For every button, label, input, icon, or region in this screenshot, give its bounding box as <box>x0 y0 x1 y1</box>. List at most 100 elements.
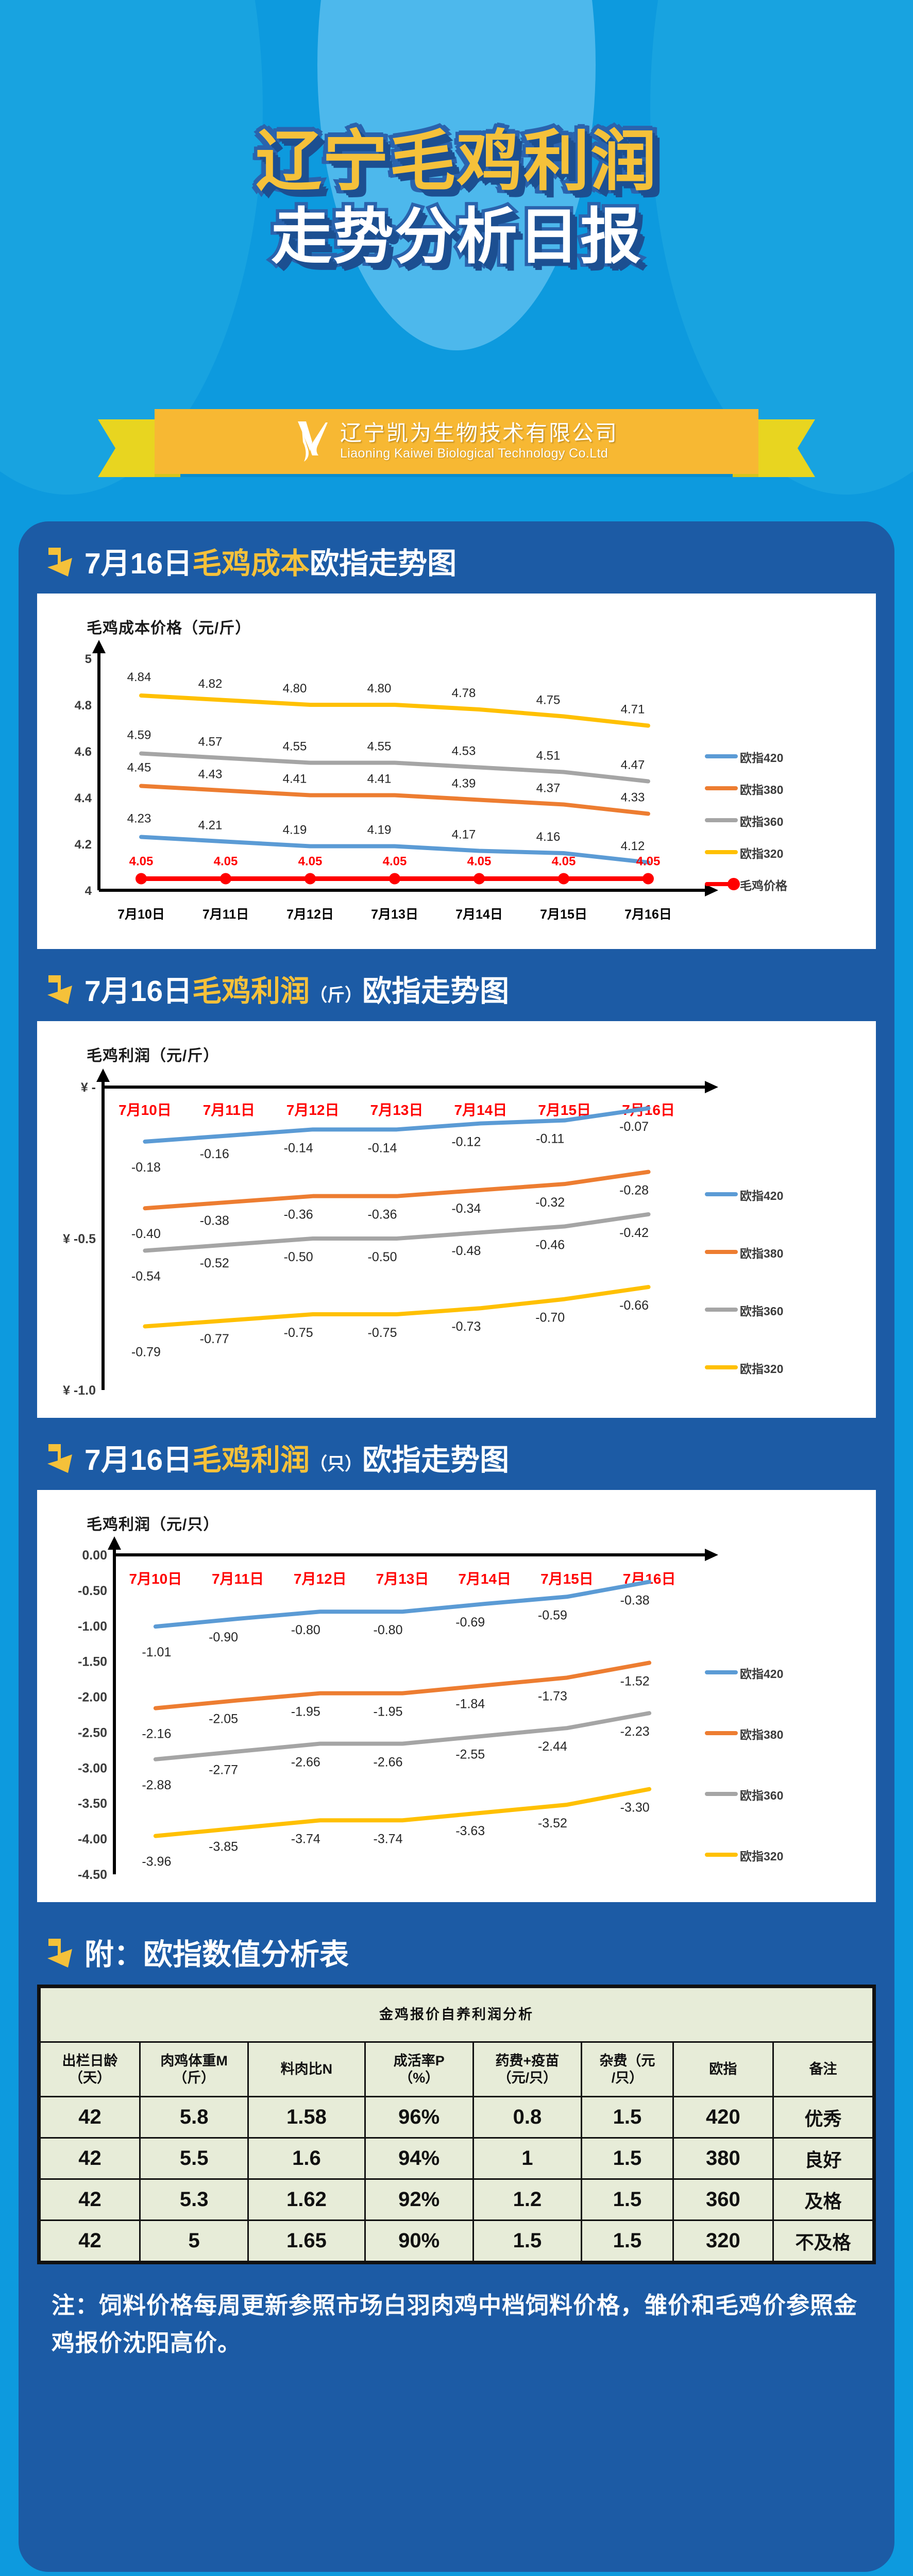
svg-text:4.55: 4.55 <box>283 740 307 754</box>
svg-text:-0.48: -0.48 <box>451 1244 481 1258</box>
table-cell-r1-c1: 5.5 <box>139 2137 249 2180</box>
chart3-plot: 0.00 -0.50 -1.00 -1.50 -2.00 -2.50 -3.00 -3.50 -… <box>37 1534 876 1905</box>
svg-text:4.05: 4.05 <box>552 855 576 869</box>
sec1-tail: 欧指走势图 <box>310 547 457 580</box>
table-header-cell-5: 杂费（元/只） <box>581 2041 674 2097</box>
chart-card-cost: 毛鸡成本价格（元/斤） 5 4.8 4.6 4.4 4.2 4 7月10日 7月11日 7月12… <box>37 594 876 949</box>
chart3-caption: 毛鸡利润（元/只） <box>87 1516 219 1533</box>
svg-text:-0.11: -0.11 <box>536 1132 564 1146</box>
svg-text:欧指380: 欧指380 <box>740 1728 783 1741</box>
table-cell-r2-c2: 1.62 <box>247 2178 366 2221</box>
svg-text:4.6: 4.6 <box>75 745 92 759</box>
svg-text:7月15日: 7月15日 <box>540 1571 594 1587</box>
svg-text:7月14日: 7月14日 <box>455 907 503 922</box>
svg-text:5: 5 <box>85 652 92 666</box>
section-header-cost: 7月16日毛鸡成本欧指走势图 <box>19 521 894 594</box>
svg-text:7月16日: 7月16日 <box>624 907 672 922</box>
sec1-highlight: 毛鸡成本 <box>192 547 310 580</box>
svg-text:-2.05: -2.05 <box>209 1711 238 1726</box>
svg-text:-3.74: -3.74 <box>291 1832 320 1846</box>
chart1-plot: 5 4.8 4.6 4.4 4.2 4 7月10日 7月11日 7月12日 7月13日 7月14日 7… <box>37 638 876 947</box>
main-panel: 7月16日毛鸡成本欧指走势图 毛鸡成本价格（元/斤） 5 4.8 4.6 4.4 4.2… <box>19 521 894 2572</box>
table-cell-r3-c1: 5 <box>139 2219 249 2262</box>
svg-text:4.51: 4.51 <box>536 749 561 763</box>
svg-text:-2.66: -2.66 <box>291 1755 320 1769</box>
svg-text:7月10日: 7月10日 <box>129 1571 182 1587</box>
svg-text:-1.00: -1.00 <box>78 1619 107 1634</box>
table-cell-r1-c4: 1 <box>472 2137 583 2180</box>
svg-text:-0.75: -0.75 <box>284 1326 313 1340</box>
section-header-table: 附：欧指数值分析表 <box>19 1902 894 1985</box>
svg-text:4.84: 4.84 <box>127 670 151 684</box>
svg-text:欧指320: 欧指320 <box>740 847 783 860</box>
svg-text:-0.59: -0.59 <box>538 1608 567 1622</box>
section-header-profit-zhi: 7月16日毛鸡利润（只）欧指走势图 <box>19 1418 894 1490</box>
svg-text:-0.40: -0.40 <box>131 1227 161 1241</box>
svg-text:4.75: 4.75 <box>536 693 561 707</box>
company-name-en: Liaoning Kaiwei Biological Technology Co… <box>340 446 608 461</box>
table-header-cell-4: 药费+疫苗 （元/只） <box>472 2041 583 2097</box>
svg-text:欧指420: 欧指420 <box>740 1667 783 1681</box>
table-title: 金鸡报价自养利润分析 <box>39 1987 874 2043</box>
chart2-plot: ¥ - ¥ -0.5 ¥ -1.0 7月10日 7月11日 7月12日 7月13日 7月14日… <box>37 1065 876 1421</box>
table-cell-r0-c2: 1.58 <box>247 2096 366 2139</box>
table-cell-r0-c7: 优秀 <box>772 2096 874 2139</box>
svg-text:7月15日: 7月15日 <box>540 907 587 922</box>
sec3-tail: 欧指走势图 <box>362 1444 510 1477</box>
table-row: 42 5.3 1.62 92% 1.2 1.5 360 及格 <box>39 2178 874 2221</box>
table-cell-r0-c4: 0.8 <box>472 2096 583 2139</box>
svg-text:-0.28: -0.28 <box>619 1183 649 1198</box>
svg-text:4.53: 4.53 <box>452 744 476 758</box>
svg-text:4.78: 4.78 <box>452 686 476 700</box>
svg-text:-1.52: -1.52 <box>620 1674 650 1688</box>
table-header-cell-6: 欧指 <box>672 2041 774 2097</box>
sec3-sub: （只） <box>310 1454 363 1474</box>
svg-text:4.41: 4.41 <box>283 772 307 786</box>
svg-text:欧指320: 欧指320 <box>740 1850 783 1863</box>
table-cell-r1-c2: 1.6 <box>247 2137 366 2180</box>
svg-text:欧指360: 欧指360 <box>740 815 783 828</box>
svg-text:-4.00: -4.00 <box>78 1832 107 1846</box>
svg-text:-0.38: -0.38 <box>620 1593 650 1607</box>
svg-text:毛鸡价格: 毛鸡价格 <box>740 879 788 892</box>
hero-title-line1: 辽宁毛鸡利润 <box>252 123 660 200</box>
company-ribbon: 辽宁凯为生物技术有限公司 Liaoning Kaiwei Biological … <box>0 397 913 489</box>
svg-text:-0.38: -0.38 <box>200 1213 229 1228</box>
svg-text:-0.80: -0.80 <box>291 1623 320 1637</box>
svg-text:-2.77: -2.77 <box>209 1763 238 1777</box>
svg-text:4.19: 4.19 <box>283 823 307 837</box>
svg-text:-0.73: -0.73 <box>451 1319 481 1334</box>
svg-text:-3.00: -3.00 <box>78 1761 107 1775</box>
svg-text:-0.07: -0.07 <box>619 1120 649 1134</box>
svg-text:欧指360: 欧指360 <box>740 1789 783 1802</box>
svg-text:4: 4 <box>85 884 92 898</box>
table-cell-r3-c4: 1.5 <box>472 2219 583 2262</box>
analysis-table: 金鸡报价自养利润分析 出栏日龄 （天） 肉鸡体重M （斤） 料肉比N 成活率P （%） 药费+… <box>39 1987 874 2262</box>
table-header-cell-0: 出栏日龄 （天） <box>39 2041 141 2097</box>
svg-text:7月10日: 7月10日 <box>119 1102 172 1118</box>
svg-text:-1.84: -1.84 <box>455 1697 485 1711</box>
svg-text:-0.50: -0.50 <box>284 1250 313 1264</box>
svg-text:-3.85: -3.85 <box>209 1839 238 1854</box>
table-cell-r2-c4: 1.2 <box>472 2178 583 2221</box>
svg-text:7月14日: 7月14日 <box>458 1571 511 1587</box>
svg-text:7月13日: 7月13日 <box>370 1102 424 1118</box>
table-body: 42 5.8 1.58 96% 0.8 1.5 420 优秀 42 5.5 1.6 94% 1 1.5 38… <box>39 2096 874 2262</box>
svg-text:4.23: 4.23 <box>127 812 151 826</box>
svg-text:4.05: 4.05 <box>298 855 323 869</box>
svg-text:-3.74: -3.74 <box>374 1832 403 1846</box>
table-cell-r0-c5: 1.5 <box>581 2096 674 2139</box>
section-title-table: 附：欧指数值分析表 <box>84 1938 349 1971</box>
svg-text:-0.70: -0.70 <box>535 1311 565 1325</box>
table-cell-r1-c5: 1.5 <box>581 2137 674 2180</box>
table-cell-r2-c7: 及格 <box>772 2178 874 2221</box>
svg-text:4.59: 4.59 <box>127 728 151 742</box>
company-logo-icon <box>295 419 329 464</box>
svg-text:-0.14: -0.14 <box>284 1141 313 1155</box>
arrow-down-right-icon <box>47 1444 72 1473</box>
svg-text:-0.34: -0.34 <box>451 1201 481 1216</box>
panel-side-accent <box>0 582 19 2488</box>
svg-text:欧指380: 欧指380 <box>740 783 783 796</box>
svg-text:4.05: 4.05 <box>383 855 407 869</box>
table-header-row: 出栏日龄 （天） 肉鸡体重M （斤） 料肉比N 成活率P （%） 药费+疫苗 （元/只） 杂费（元… <box>39 2041 874 2097</box>
